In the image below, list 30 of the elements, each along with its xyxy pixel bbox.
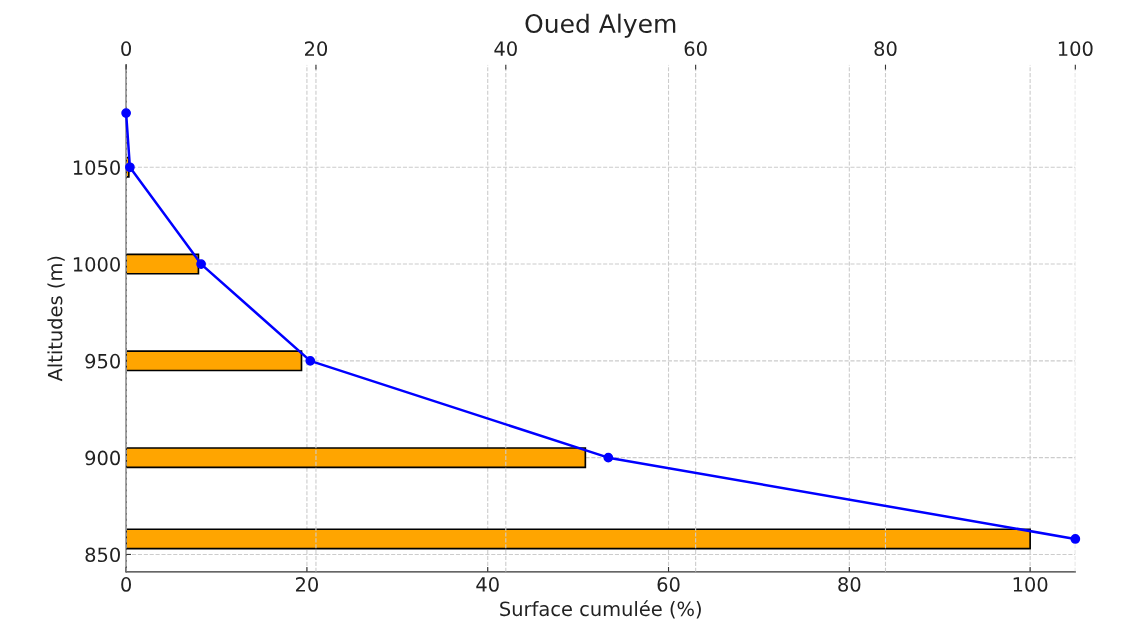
x2-tick-label: 20: [305, 41, 328, 57]
x-tick-label: 80: [838, 577, 861, 592]
x2-tick-label: 60: [684, 41, 707, 57]
x-tick-label: 20: [295, 577, 318, 592]
point: [125, 162, 135, 173]
point: [603, 452, 614, 463]
x-tick-label: 0: [121, 577, 132, 592]
x2-tick-label: 40: [494, 41, 517, 57]
x-tick-label: 100: [1013, 577, 1048, 592]
bar: [126, 253, 200, 275]
point: [305, 355, 316, 366]
chart-title: Oued Alyem: [525, 13, 676, 38]
x2-tick-label: 80: [874, 41, 897, 57]
point: [1070, 534, 1081, 544]
y-tick-label: 1000: [73, 257, 120, 272]
bar: [126, 350, 303, 372]
y-tick-label: 850: [85, 547, 120, 563]
y-axis-title: Altitudes (m): [47, 256, 65, 382]
x2-tick-label: 0: [121, 41, 132, 57]
bar: [126, 528, 1031, 550]
x-tick-label: 40: [476, 577, 499, 592]
x-axis-title: Surface cumulée (%): [500, 600, 701, 619]
point: [196, 259, 206, 269]
y-tick-label: 1050: [73, 160, 120, 175]
point: [121, 108, 131, 118]
y-tick-label: 950: [85, 353, 120, 369]
x-tick-label: 60: [657, 577, 680, 592]
bar: [126, 447, 587, 469]
x2-tick-label: 100: [1058, 41, 1093, 57]
y-tick-label: 900: [85, 450, 120, 466]
